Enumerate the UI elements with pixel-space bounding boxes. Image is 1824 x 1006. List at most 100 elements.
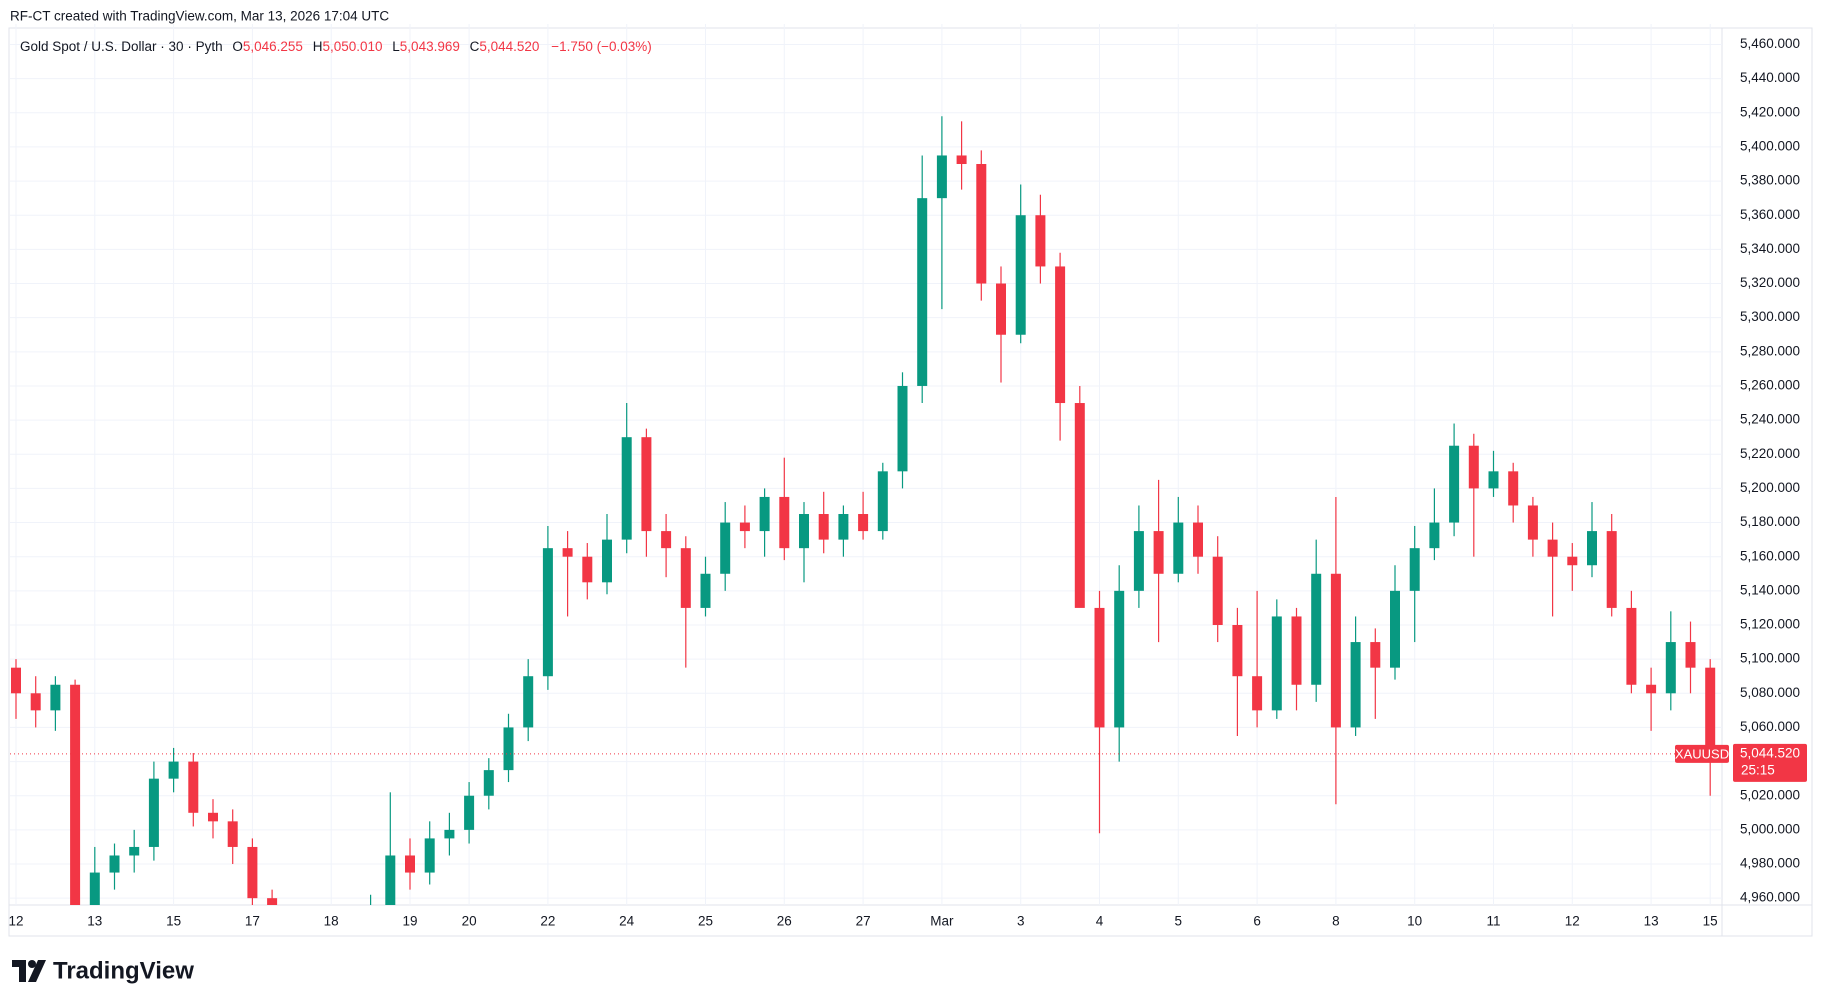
candle-body — [1212, 556, 1223, 625]
brand: TradingView — [53, 957, 194, 984]
y-tick-label: 5,180.000 — [1740, 514, 1800, 529]
frame — [8, 27, 1813, 937]
x-tick-label: 12 — [1565, 914, 1580, 929]
x-tick-label: 11 — [1486, 914, 1500, 929]
x-tick-label: 13 — [87, 914, 102, 929]
y-tick-label: 5,200.000 — [1740, 480, 1800, 495]
price-badge — [1733, 743, 1807, 782]
y-tick-label: 5,360.000 — [1740, 207, 1800, 222]
y-tick-label: 5,060.000 — [1740, 719, 1800, 734]
axes: 4,960.000 4,980.000 5,000.000 5,020.000 5,04… — [8, 36, 1807, 929]
candle-body — [129, 846, 140, 856]
y-tick-label: 5,380.000 — [1740, 173, 1800, 188]
candle-body — [50, 684, 61, 711]
candle-body — [838, 514, 849, 540]
ohlc-value: 5,044.520 — [479, 39, 539, 54]
candle-body — [247, 846, 258, 899]
x-tick-label: 27 — [856, 914, 871, 929]
candle-body — [1685, 642, 1696, 668]
candle-body — [483, 770, 494, 796]
candle-body — [405, 855, 415, 873]
ohlc-value: 5,050.010 — [322, 39, 382, 54]
y-tick-label: 5,340.000 — [1740, 241, 1800, 256]
y-tick-label: 5,120.000 — [1740, 617, 1800, 632]
change: −1.750 (−0.03%) — [551, 39, 652, 54]
candle-body — [976, 164, 987, 284]
ohlc-key: O — [232, 39, 243, 54]
candle-body — [1390, 590, 1400, 668]
candle-body — [227, 821, 238, 847]
symbol-badge — [1675, 744, 1729, 763]
candle-body — [1055, 266, 1066, 404]
y-tick-label: 5,160.000 — [1740, 548, 1800, 563]
candles — [11, 116, 1716, 905]
ohlc-key: H — [313, 39, 323, 54]
x-tick-label: 10 — [1407, 914, 1422, 929]
candle-body — [1409, 548, 1420, 591]
y-tick-label: 5,020.000 — [1740, 787, 1800, 802]
candle-body — [720, 522, 731, 574]
candle-body — [1330, 573, 1341, 728]
symbol-title: Gold Spot / U.S. Dollar · 30 · Pyth — [20, 39, 223, 54]
candle-body — [1173, 522, 1184, 574]
y-tick-label: 5,400.000 — [1740, 138, 1800, 153]
candle-body — [897, 385, 908, 472]
y-tick-label: 5,300.000 — [1740, 309, 1800, 324]
candle-body — [680, 548, 691, 608]
candle-body — [1646, 684, 1657, 694]
candle-body — [188, 761, 199, 813]
candle-body — [464, 795, 475, 830]
y-tick-label: 5,440.000 — [1740, 70, 1800, 85]
candle-body — [1587, 531, 1597, 566]
candle-body — [1271, 616, 1282, 711]
candle-body — [1468, 445, 1479, 489]
candle-body — [1488, 471, 1499, 489]
candle-body — [739, 522, 750, 532]
y-tick-label: 5,140.000 — [1740, 582, 1800, 597]
candle-body — [1705, 667, 1716, 754]
y-tick-label: 4,960.000 — [1740, 890, 1800, 905]
x-tick-label: 4 — [1096, 914, 1104, 929]
candle-body — [641, 437, 652, 532]
y-tick-label: 5,100.000 — [1740, 651, 1800, 666]
x-tick-label: 3 — [1017, 914, 1025, 929]
x-tick-label: 26 — [777, 914, 792, 929]
brand-logo — [12, 960, 46, 982]
y-tick-label: 5,260.000 — [1740, 378, 1800, 393]
candle-body — [1074, 403, 1085, 608]
x-tick-label: 20 — [462, 914, 477, 929]
candle-body — [385, 855, 396, 905]
y-tick-label: 5,280.000 — [1740, 343, 1800, 358]
ohlc-value: 5,046.255 — [243, 39, 303, 54]
candle-body — [818, 514, 829, 540]
price-badge-value: 5,044.520 — [1740, 745, 1800, 760]
x-tick-label: 25 — [698, 914, 713, 929]
y-tick-label: 5,000.000 — [1740, 821, 1800, 836]
candle-body — [109, 855, 120, 873]
ohlc-key: C — [470, 39, 480, 54]
x-tick-label: 24 — [619, 914, 635, 929]
candle-body — [621, 437, 632, 540]
candle-body — [1449, 445, 1460, 523]
candle-body — [1626, 607, 1637, 685]
ohlc-key: L — [392, 39, 400, 54]
candle-body — [858, 514, 869, 532]
candle-body — [602, 539, 612, 583]
x-tick-label: 15 — [166, 914, 181, 929]
y-tick-label: 4,980.000 — [1740, 856, 1800, 871]
candle-body — [799, 514, 809, 549]
candle-body — [1133, 531, 1144, 591]
candle-body — [444, 829, 455, 839]
y-tick-label: 5,220.000 — [1740, 446, 1800, 461]
candle-body — [779, 496, 790, 549]
candle-body — [1291, 616, 1302, 685]
candle-body — [1429, 522, 1440, 549]
candle-body — [1193, 522, 1203, 557]
candle-body — [562, 548, 573, 557]
candle-body — [661, 531, 672, 549]
candle-body — [89, 872, 100, 905]
candle-body — [700, 573, 711, 608]
x-tick-label: Mar — [930, 914, 954, 929]
candle-body — [1370, 642, 1381, 668]
